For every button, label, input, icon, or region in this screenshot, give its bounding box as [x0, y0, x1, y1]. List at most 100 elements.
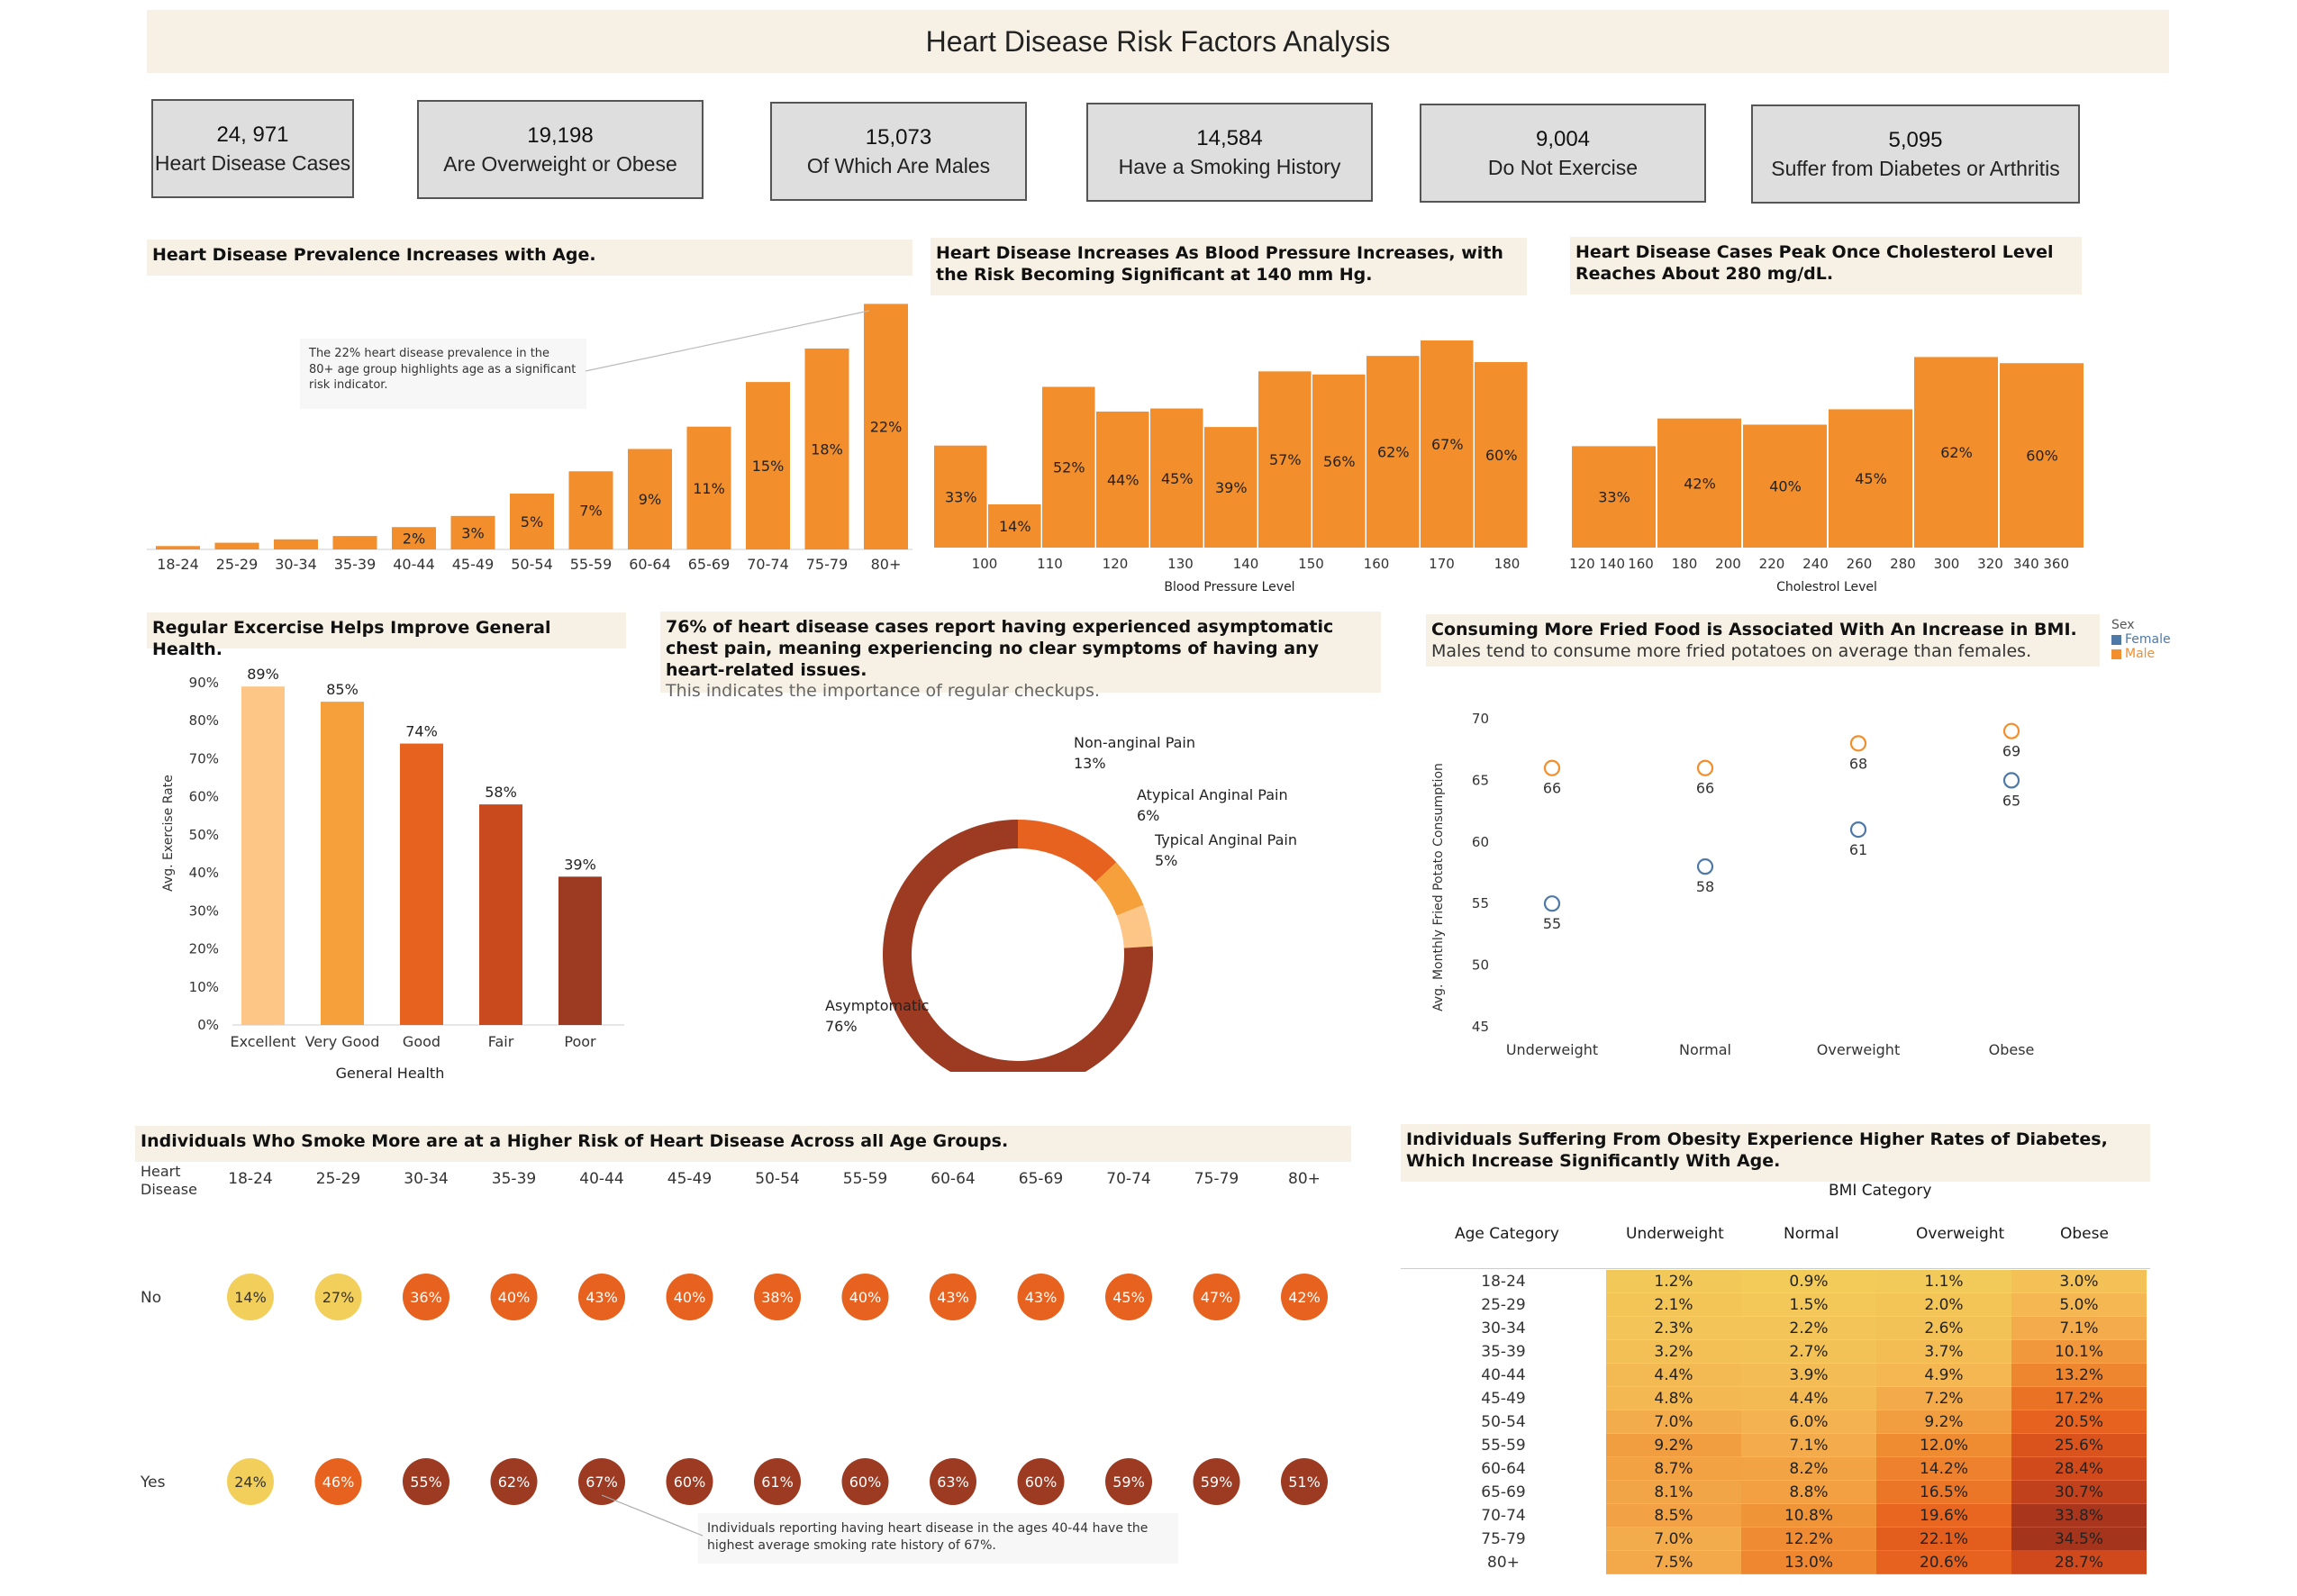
kpi-value: 9,004: [1535, 126, 1591, 151]
smoke-circle: [754, 1274, 801, 1320]
bp-bar-label: 45%: [1161, 470, 1194, 487]
pain-slice-name: Non-anginal Pain: [1074, 734, 1195, 751]
diabetes-rate-cell: 2.3%: [1606, 1317, 1741, 1340]
smoke-circle: [1281, 1458, 1328, 1505]
diabetes-column-headers: Age Category Underweight Normal Overweig…: [1401, 1225, 2150, 1261]
diabetes-rate-cell: 3.9%: [1741, 1364, 1876, 1387]
smoke-row-label: No: [141, 1289, 161, 1307]
fried-point-label: 58: [1696, 878, 1714, 895]
exercise-y-tick: 40%: [189, 865, 219, 881]
age-bar: [450, 515, 495, 549]
smoke-circle-label: 62%: [498, 1474, 531, 1491]
kpi-label: Heart Disease Cases: [154, 150, 351, 175]
chol-bar-label: 42%: [1684, 475, 1716, 492]
kpi-card-diabetes: 5,095 Suffer from Diabetes or Arthritis: [1751, 104, 2080, 204]
smoke-circle: [1017, 1458, 1065, 1505]
kpi-label: Of Which Are Males: [806, 153, 991, 177]
exercise-bar-label: 89%: [247, 666, 279, 683]
bp-bar-label: 44%: [1107, 471, 1139, 488]
fried-scatter-chart: 45 50 55 60 65 70 Avg. Monthly Fried Potato Co…: [1431, 711, 2034, 1058]
smoke-circle: [314, 1458, 362, 1505]
chol-tick-label: 240: [1802, 556, 1829, 572]
age-category-cell: 75-79: [1481, 1530, 1526, 1548]
smoke-col-header: 35-39: [492, 1170, 536, 1188]
bp-tick-label: 180: [1494, 556, 1521, 572]
chol-tick-label: 200: [1715, 556, 1741, 572]
diabetes-rate-cell: 3.2%: [1606, 1340, 1741, 1364]
smoke-circle-label: 40%: [674, 1289, 706, 1306]
age-bar: [686, 426, 731, 549]
fried-point-female: [2002, 772, 2020, 789]
smoke-circle: [1193, 1274, 1240, 1320]
diabetes-rate-cell: 20.6%: [1876, 1551, 2011, 1574]
exercise-bar-label: 58%: [485, 784, 517, 801]
fried-point-label: 55: [1543, 915, 1561, 932]
age-bar: [628, 449, 672, 549]
exercise-y-tick: 30%: [189, 902, 219, 919]
age-chart: 18-24 25-29 30-34 35-39 2% 40-44 3% 45-49 5% 50-5…: [147, 304, 912, 573]
smoke-col-header: 25-29: [316, 1170, 360, 1188]
smoke-circle: [666, 1274, 713, 1320]
exercise-chart: 0% 10% 20% 30% 40% 50% 60% 70% 80% 90% 89% Excellen…: [161, 666, 624, 1082]
smoke-circle-label: 60%: [674, 1474, 706, 1491]
fried-point-female: [1696, 858, 1714, 875]
diabetes-rate-cell: 28.4%: [2011, 1457, 2147, 1481]
diabetes-rate-cell: 3.7%: [1876, 1340, 2011, 1364]
diabetes-table-row: 50-54 7.0% 6.0% 9.2% 20.5%: [1401, 1410, 2150, 1434]
smoke-circle-label: 60%: [849, 1474, 882, 1491]
smoke-circle: [1193, 1458, 1240, 1505]
diabetes-rate-cell: 34.5%: [2011, 1528, 2147, 1551]
fried-point-label: 69: [2002, 743, 2020, 760]
kpi-label: Suffer from Diabetes or Arthritis: [1771, 156, 2060, 180]
exercise-tick-label: Very Good: [305, 1033, 380, 1050]
smoke-circle-label: 43%: [937, 1289, 969, 1306]
age-category-cell: 18-24: [1481, 1273, 1526, 1291]
smoke-row-header: Disease: [141, 1181, 197, 1198]
kpi-card-smoking: 14,584 Have a Smoking History: [1086, 103, 1373, 202]
age-tick-label: 65-69: [688, 556, 731, 573]
bp-chart: 33% 14% 52% 44% 45% 39% 57% 56% 62% 67% 60% 100 110 1…: [934, 340, 1528, 594]
diabetes-rate-cell: 1.5%: [1741, 1293, 1876, 1317]
diabetes-rate-cell: 13.2%: [2011, 1364, 2147, 1387]
fried-y-tick: 65: [1472, 772, 1489, 788]
fried-y-axis-label: Avg. Monthly Fried Potato Consumption: [1431, 763, 1446, 1011]
age-tick-label: 40-44: [393, 556, 435, 573]
bp-bar-label: 33%: [945, 488, 977, 505]
diabetes-rate-cell: 12.0%: [1876, 1434, 2011, 1457]
smoke-circle: [403, 1458, 449, 1505]
age-annotation: The 22% heart disease prevalence in the …: [300, 339, 586, 409]
diabetes-rate-cell: 7.1%: [2011, 1317, 2147, 1340]
age-tick-label: 30-34: [275, 556, 317, 573]
age-tick-label: 35-39: [334, 556, 377, 573]
bp-bar: [1421, 340, 1474, 548]
chol-tick-label: 280: [1890, 556, 1916, 572]
bp-bar-label: 60%: [1485, 447, 1518, 464]
diabetes-rate-cell: 12.2%: [1741, 1528, 1876, 1551]
diabetes-rate-cell: 8.7%: [1606, 1457, 1741, 1481]
chol-bar: [1829, 409, 1912, 548]
diabetes-rate-cell: 2.2%: [1741, 1317, 1876, 1340]
fried-point-label: 66: [1696, 780, 1714, 797]
chol-bar: [1572, 446, 1656, 548]
diabetes-rate-cell: 5.0%: [2011, 1293, 2147, 1317]
age-bar: [510, 494, 554, 549]
diabetes-rate-cell: 14.2%: [1876, 1457, 2011, 1481]
age-bar: [156, 546, 200, 549]
diabetes-rate-cell: 4.8%: [1606, 1387, 1741, 1410]
age-annotation-connector: [585, 310, 870, 372]
smoke-circle: [490, 1274, 538, 1320]
pain-slice: [1018, 820, 1117, 883]
smoke-circle: [841, 1458, 889, 1505]
chol-tick-label: 160: [1628, 556, 1654, 572]
kpi-label: Are Overweight or Obese: [443, 151, 677, 176]
age-bar: [332, 536, 377, 549]
legend-label-female: Female: [2125, 632, 2171, 647]
age-tick-label: 75-79: [806, 556, 849, 573]
pain-chart-header: 76% of heart disease cases report having…: [660, 612, 1381, 701]
bp-bar: [1312, 374, 1366, 548]
bp-bar: [1204, 427, 1257, 548]
smoke-circle: [930, 1458, 976, 1505]
bp-chart-title: Heart Disease Increases As Blood Pressur…: [931, 238, 1527, 295]
age-bar-label: 18%: [811, 440, 843, 458]
fried-point-label: 61: [1849, 841, 1867, 858]
